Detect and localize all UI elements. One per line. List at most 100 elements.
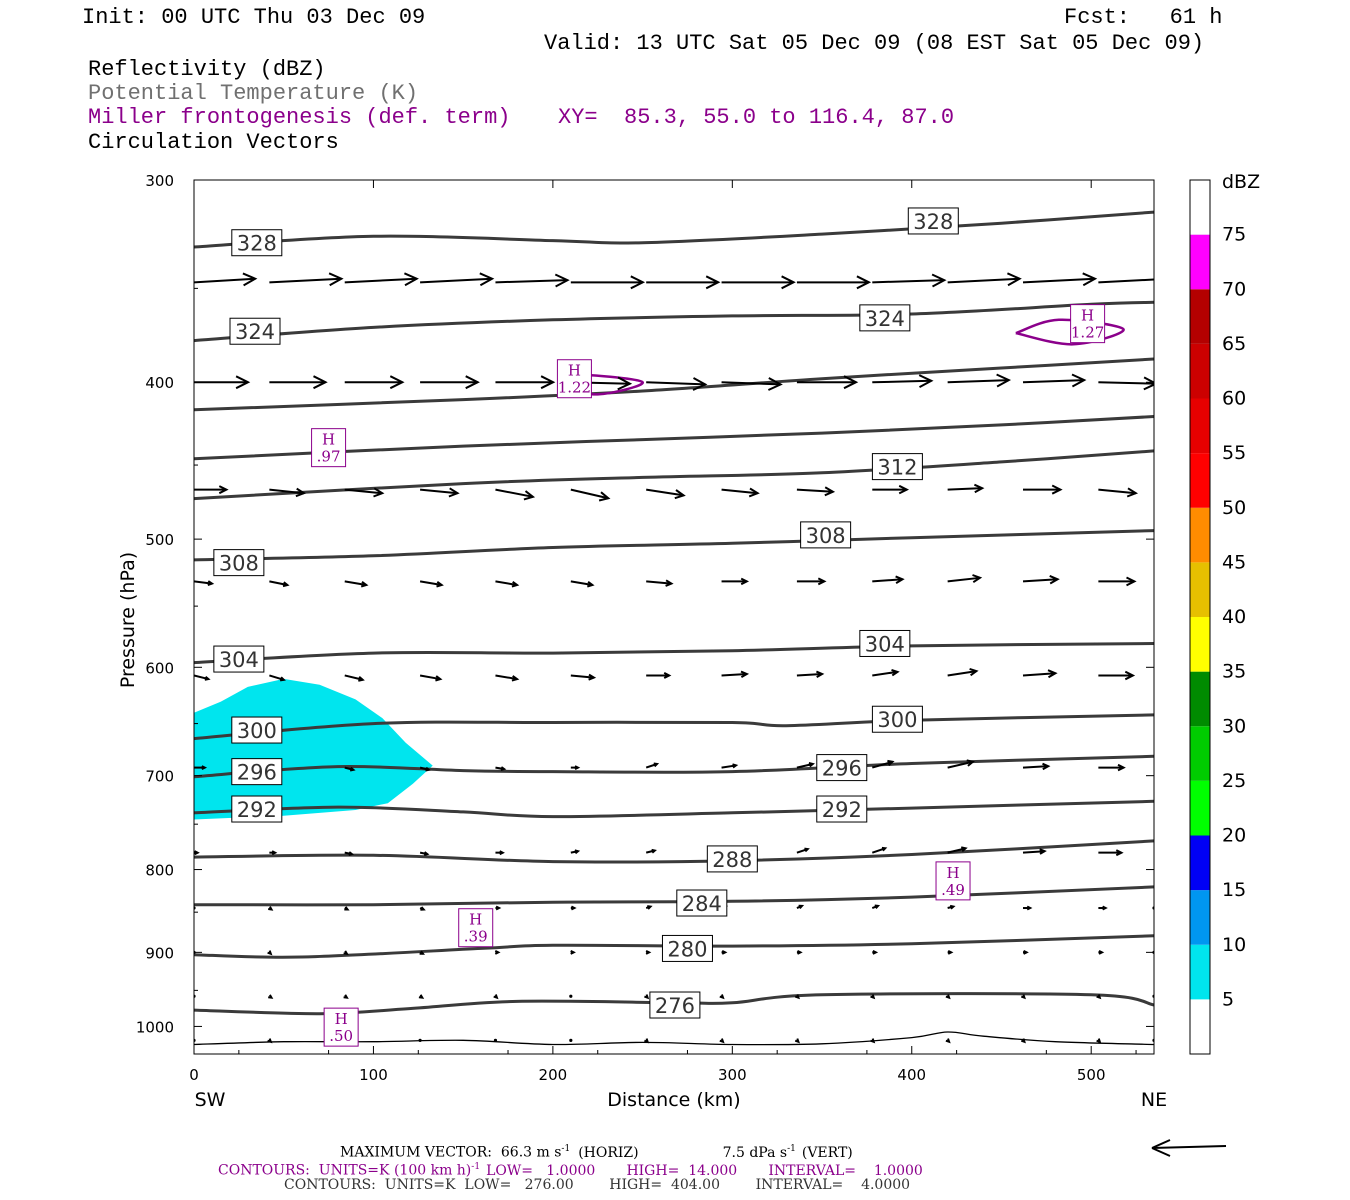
colorbar-segment-20 <box>1190 780 1210 836</box>
y-axis-label: Pressure (hPa) <box>117 552 139 688</box>
vector-head <box>1098 950 1105 955</box>
vector-head <box>808 762 815 768</box>
vector-head <box>843 375 859 390</box>
circulation-vector <box>420 272 495 287</box>
vector-shaft <box>872 670 898 677</box>
vector-head <box>797 950 803 955</box>
vector-head <box>824 486 836 497</box>
vector-head <box>570 905 577 911</box>
vector-head <box>798 904 805 910</box>
theta-label-box <box>213 549 265 577</box>
vector-shaft <box>796 763 813 769</box>
colorbar-title: dBZ <box>1222 171 1260 193</box>
vector-head <box>574 765 581 770</box>
init-time: Init: 00 UTC Thu 03 Dec 09 <box>82 5 426 30</box>
circulation-vector <box>719 1038 725 1044</box>
vector-head <box>540 375 556 390</box>
vector-head <box>665 579 674 587</box>
circulation-vector <box>343 994 349 999</box>
x-axis-label: Distance (km) <box>607 1089 740 1111</box>
circulation-vector <box>570 580 595 588</box>
circulation-vector <box>871 846 888 854</box>
theta-label-box <box>871 453 923 481</box>
colorbar-segment-40 <box>1190 562 1210 617</box>
vector-shaft <box>1022 379 1085 384</box>
vector-head <box>423 851 430 856</box>
vector-head <box>719 994 725 1000</box>
theta-contour-288 <box>194 839 1154 864</box>
vector-head <box>969 667 979 677</box>
field-circulation-vectors: Circulation Vectors <box>88 130 339 155</box>
x-tick-label: 100 <box>359 1066 388 1084</box>
colorbar-level-label: 45 <box>1222 551 1246 573</box>
vector-shaft <box>947 277 1020 284</box>
circulation-vector <box>1023 905 1033 911</box>
circulation-vector <box>570 849 581 855</box>
fronto-contours-range: LOW= 1.0000 HIGH= 14.000 INTERVAL= 1.000… <box>486 1162 923 1179</box>
theta-label-box <box>859 304 911 332</box>
fronto-contours-units: CONTOURS: UNITS=K (100 km h) <box>218 1162 472 1179</box>
frontogenesis-max-symbol: H <box>335 1010 348 1028</box>
vector-shaft <box>872 578 903 583</box>
vector-head <box>630 275 646 290</box>
vertical-scale-tail: (VERT) <box>801 1144 853 1161</box>
frontogenesis-max-symbol: H <box>1081 307 1094 325</box>
x-tick-label: 200 <box>539 1066 568 1084</box>
vector-shaft <box>872 760 893 769</box>
reflectivity-5dbz-area <box>194 678 433 820</box>
vector-shaft <box>721 488 758 495</box>
theta-label-text: 308 <box>806 524 846 548</box>
colorbar-segment-35 <box>1190 617 1210 672</box>
theta-label-box <box>661 934 713 962</box>
circulation-vector <box>419 851 430 856</box>
vector-head <box>1117 763 1126 772</box>
theta-label-box <box>649 991 701 1019</box>
colorbar-level-label: 75 <box>1222 224 1246 246</box>
forecast-hour: Fcst: 61 h <box>1064 5 1223 30</box>
theta-contour-312 <box>194 449 1154 501</box>
frontogenesis-max-box <box>1070 304 1106 344</box>
theta-label-text: 328 <box>237 232 277 256</box>
vector-dot <box>418 1038 422 1042</box>
theta-label-text: 276 <box>655 994 695 1018</box>
vector-head <box>348 851 355 856</box>
circulation-vector <box>719 994 725 1000</box>
vector-head <box>949 904 956 910</box>
max-vector-horiz: (HORIZ) <box>578 1144 639 1161</box>
vector-shaft <box>646 381 706 386</box>
vector-head <box>947 950 954 955</box>
x-tick-label: 300 <box>718 1066 747 1084</box>
circulation-vector <box>194 272 258 287</box>
circulation-vector <box>721 275 796 290</box>
circulation-vector <box>1022 762 1051 771</box>
circulation-vector <box>495 766 507 771</box>
y-tick-label: 400 <box>145 374 174 392</box>
theta-label-text: 284 <box>682 892 722 916</box>
vector-head <box>588 673 597 681</box>
theta-label-box <box>231 229 283 257</box>
theta-label-text: 292 <box>822 798 862 822</box>
theta-label-280-0: 280 <box>661 934 713 962</box>
vector-head <box>436 580 444 588</box>
circulation-vector <box>872 575 905 584</box>
vector-head <box>523 490 536 501</box>
x-tick-label: 400 <box>897 1066 926 1084</box>
vector-head <box>895 575 905 584</box>
theta-contour-304 <box>194 642 1154 665</box>
vector-head <box>267 1038 273 1044</box>
frontogenesis-max-value: .50 <box>329 1027 353 1045</box>
circulation-vector <box>344 580 369 588</box>
vector-head <box>570 950 576 955</box>
vector-shaft <box>269 580 288 586</box>
theta-label-328-0: 328 <box>231 229 283 257</box>
circulation-vector <box>268 994 274 999</box>
circulation-vector <box>796 275 872 290</box>
circulation-vector <box>947 373 1012 388</box>
reference-vector-arrow <box>1151 1139 1227 1157</box>
circulation-vector <box>570 765 581 770</box>
vector-head <box>719 1038 725 1044</box>
circulation-vector <box>1098 905 1108 911</box>
colorbar-level-label: 55 <box>1222 442 1246 464</box>
footer-theta-contours: CONTOURS: UNITS=K LOW= 276.00 HIGH= 404.… <box>284 1177 911 1193</box>
